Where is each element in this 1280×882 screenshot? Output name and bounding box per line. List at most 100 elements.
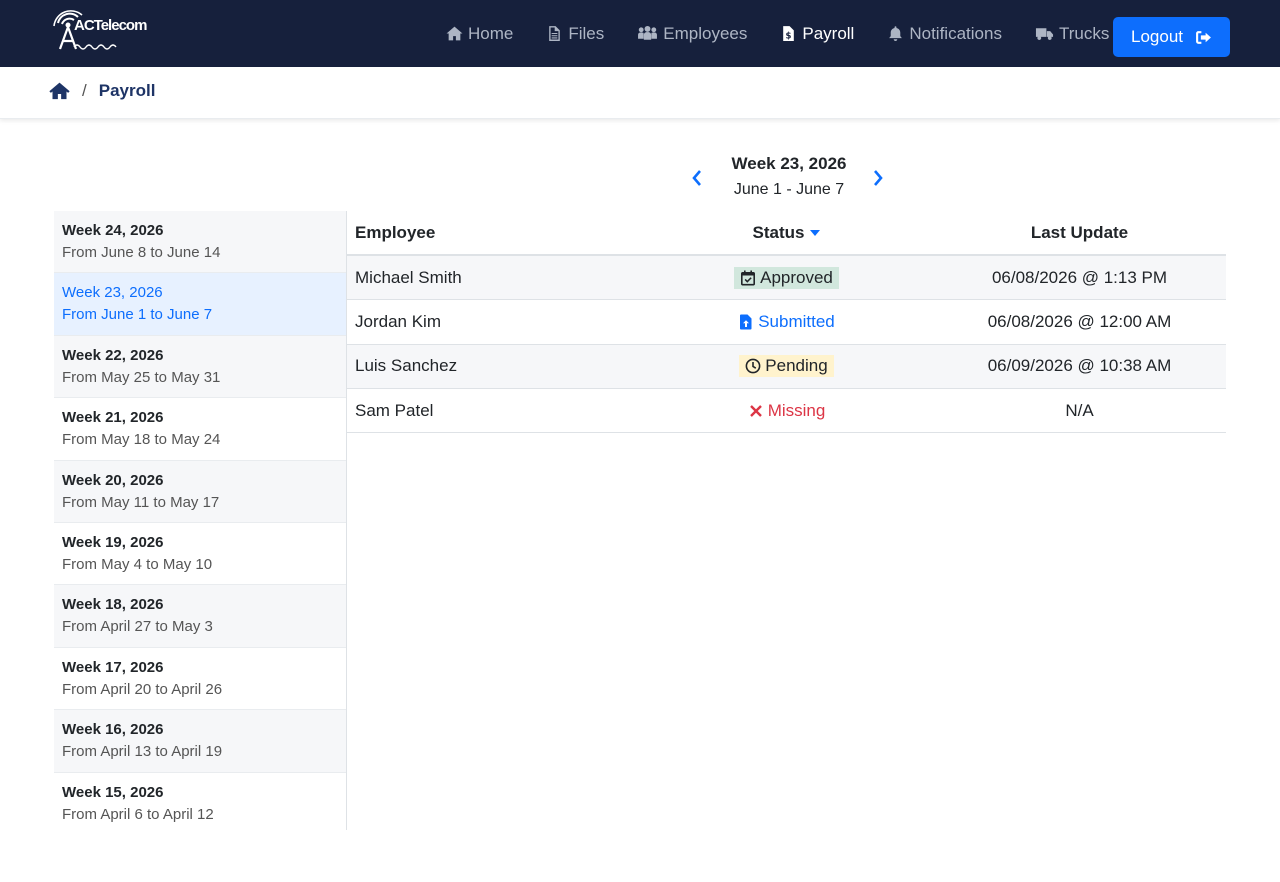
- week-list-item[interactable]: Week 20, 2026 From May 11 to May 17: [54, 460, 346, 523]
- nav-files[interactable]: Files: [546, 24, 604, 44]
- breadcrumb-current: Payroll: [98, 81, 156, 100]
- last-update: 06/08/2026 @ 1:13 PM: [991, 267, 1168, 287]
- week-item-title: Week 19, 2026: [62, 533, 164, 551]
- employee-name: Michael Smith: [355, 267, 462, 287]
- next-week-button[interactable]: [871, 168, 885, 188]
- week-navigator: Week 23, 2026 June 1 - June 7: [686, 154, 892, 204]
- top-navbar: ACTelecom Home Files Employees $ Payroll…: [0, 0, 1280, 67]
- payroll-table: Employee Status Last Update Michael Smit…: [347, 211, 1226, 434]
- week-list: Week 24, 2026 From June 8 to June 14 Wee…: [54, 211, 347, 830]
- bell-icon: [889, 26, 903, 42]
- nav-trucks[interactable]: Trucks: [1035, 24, 1109, 44]
- week-item-range: From May 25 to May 31: [62, 368, 221, 386]
- week-item-range: From April 20 to April 26: [62, 680, 223, 698]
- table-row[interactable]: Sam Patel Missing N/A: [347, 389, 1226, 434]
- week-item-title: Week 18, 2026: [62, 596, 164, 614]
- logout-label: Logout: [1131, 27, 1183, 46]
- nav-notifications[interactable]: Notifications: [887, 24, 1002, 44]
- last-update: N/A: [1065, 400, 1094, 420]
- calendar-check-icon: [741, 270, 756, 286]
- week-list-item[interactable]: Week 24, 2026 From June 8 to June 14: [54, 211, 346, 274]
- week-item-title: Week 15, 2026: [62, 783, 164, 801]
- file-upload-icon: [740, 314, 752, 330]
- week-item-title: Week 21, 2026: [62, 409, 164, 427]
- last-update: 06/08/2026 @ 12:00 AM: [987, 311, 1172, 331]
- main-nav: Home Files Employees $ Payroll Notificat…: [446, 0, 1142, 67]
- chevron-right-icon: [874, 170, 883, 186]
- week-item-title: Week 24, 2026: [62, 222, 164, 239]
- status-text: Submitted: [758, 311, 835, 331]
- invoice-icon: $: [783, 26, 795, 41]
- file-icon: [549, 26, 561, 41]
- week-list-item[interactable]: Week 18, 2026 From April 27 to May 3: [54, 585, 346, 648]
- week-list-item[interactable]: Week 16, 2026 From April 13 to April 19: [54, 710, 346, 773]
- status-text: Pending: [765, 356, 828, 376]
- week-item-range: From June 1 to June 7: [62, 306, 213, 324]
- employee-name: Sam Patel: [355, 400, 434, 420]
- antenna-logo-icon: [53, 10, 117, 50]
- nav-employees[interactable]: Employees: [637, 24, 747, 44]
- svg-text:$: $: [786, 31, 792, 41]
- breadcrumb-bar: / Payroll: [0, 67, 1280, 119]
- week-item-title: Week 23, 2026: [62, 284, 163, 302]
- status-cell: Pending: [640, 355, 933, 378]
- employee-name: Jordan Kim: [355, 311, 441, 331]
- week-item-range: From April 27 to May 3: [62, 618, 213, 636]
- table-row[interactable]: Luis Sanchez Pending 06/09/2026 @ 10:38 …: [347, 344, 1226, 389]
- last-update-column-header: Last Update: [1030, 222, 1129, 242]
- week-list-item[interactable]: Week 17, 2026 From April 20 to April 26: [54, 648, 346, 711]
- employee-name: Luis Sanchez: [355, 356, 458, 376]
- week-list-item[interactable]: Week 15, 2026 From April 6 to April 12: [54, 773, 346, 830]
- logout-button[interactable]: Logout: [1113, 17, 1230, 57]
- brand-logo[interactable]: ACTelecom: [52, 9, 147, 53]
- clock-icon: [745, 358, 761, 374]
- week-list-item[interactable]: Week 19, 2026 From May 4 to May 10: [54, 523, 346, 586]
- week-item-title: Week 16, 2026: [62, 721, 164, 739]
- week-item-range: From April 6 to April 12: [62, 805, 214, 823]
- status-header-label: Status: [752, 222, 805, 242]
- week-item-range: From May 11 to May 17: [62, 493, 220, 511]
- home-icon[interactable]: [49, 81, 70, 101]
- current-week-range: June 1 - June 7: [733, 181, 845, 198]
- last-update: 06/09/2026 @ 10:38 AM: [987, 356, 1172, 376]
- week-item-title: Week 22, 2026: [62, 346, 164, 364]
- nav-files-label: Files: [568, 23, 605, 43]
- week-list-item[interactable]: Week 22, 2026 From May 25 to May 31: [54, 335, 346, 399]
- nav-trucks-label: Trucks: [1058, 23, 1110, 43]
- x-mark-icon: [749, 404, 762, 417]
- week-list-item[interactable]: Week 21, 2026 From May 18 to May 24: [54, 398, 346, 461]
- table-row[interactable]: Jordan Kim Submitted 06/08/2026 @ 12:00 …: [347, 300, 1226, 345]
- breadcrumb: / Payroll: [49, 81, 155, 101]
- status-text: Missing: [767, 400, 826, 420]
- week-item-title: Week 17, 2026: [62, 658, 164, 676]
- status-badge: Approved: [734, 266, 839, 289]
- current-week-title: Week 23, 2026: [731, 154, 847, 173]
- status-text: Approved: [760, 267, 833, 287]
- chevron-left-icon: [692, 170, 701, 186]
- nav-notifications-label: Notifications: [909, 23, 1002, 43]
- breadcrumb-separator: /: [82, 81, 87, 100]
- status-cell: Missing: [640, 400, 933, 422]
- week-item-range: From May 18 to May 24: [62, 431, 221, 449]
- users-icon: [638, 25, 658, 40]
- table-header: Employee Status Last Update: [347, 211, 1226, 256]
- week-item-range: From May 4 to May 10: [62, 555, 213, 573]
- sort-down-icon[interactable]: [810, 229, 821, 236]
- status-badge: Submitted: [732, 311, 841, 333]
- status-badge: Pending: [739, 355, 834, 378]
- status-badge: Missing: [742, 400, 832, 422]
- brand-logo-text: ACTelecom: [74, 17, 147, 34]
- employee-column-header: Employee: [355, 222, 436, 242]
- table-row[interactable]: Michael Smith Approved 06/08/2026 @ 1:13…: [347, 256, 1226, 301]
- week-list-item-selected[interactable]: Week 23, 2026 From June 1 to June 7: [54, 273, 346, 336]
- truck-icon: [1035, 28, 1054, 40]
- nav-payroll-label: Payroll: [802, 23, 855, 43]
- nav-payroll[interactable]: $ Payroll: [780, 24, 854, 44]
- nav-employees-label: Employees: [663, 23, 748, 43]
- status-column-header[interactable]: Status: [640, 223, 933, 243]
- nav-home[interactable]: Home: [446, 24, 513, 44]
- previous-week-button[interactable]: [690, 168, 704, 188]
- sign-out-icon: [1196, 30, 1211, 44]
- week-item-range: From April 13 to April 19: [62, 743, 223, 761]
- nav-home-label: Home: [468, 23, 514, 43]
